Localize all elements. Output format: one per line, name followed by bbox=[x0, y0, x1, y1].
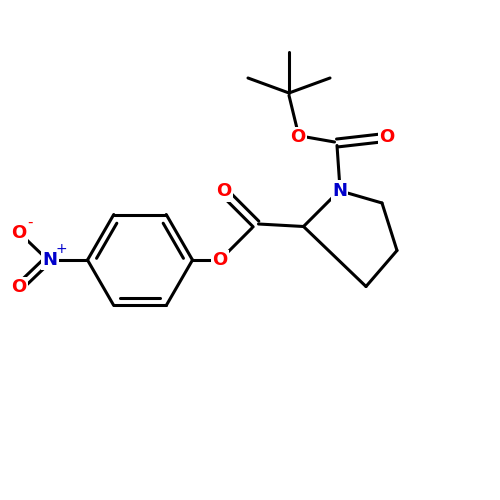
Text: +: + bbox=[55, 242, 67, 256]
Text: N: N bbox=[42, 251, 58, 269]
Text: O: O bbox=[212, 251, 228, 269]
Text: O: O bbox=[216, 182, 231, 200]
Text: N: N bbox=[332, 182, 347, 200]
Text: O: O bbox=[380, 128, 394, 146]
Text: O: O bbox=[290, 128, 306, 146]
Text: O: O bbox=[12, 224, 26, 242]
Text: -: - bbox=[27, 215, 32, 230]
Text: O: O bbox=[12, 278, 26, 296]
